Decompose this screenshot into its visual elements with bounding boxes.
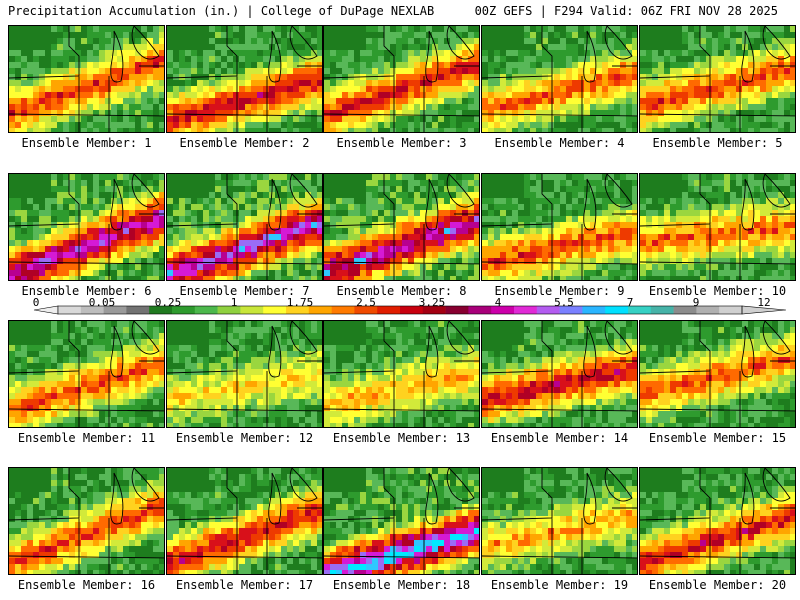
colorbar-tick-label: 1.75: [286, 296, 314, 309]
colorbar-tick-label: 5.5: [554, 296, 574, 309]
member-label: Ensemble Member: 14: [490, 431, 629, 445]
colorbar-tick-label: 1: [230, 296, 238, 309]
colorbar-segment: [377, 306, 401, 314]
colorbar-segment: [673, 306, 697, 314]
member-map: [481, 173, 638, 281]
member-label: Ensemble Member: 17: [175, 578, 314, 592]
member-label: Ensemble Member: 16: [17, 578, 156, 592]
member-map: [481, 320, 638, 428]
colorbar-segment: [491, 306, 515, 314]
colorbar-segment: [172, 306, 196, 314]
member-map: [166, 25, 323, 133]
colorbar-tick-label: 4: [494, 296, 502, 309]
member-label: Ensemble Member: 8: [336, 284, 467, 298]
member-map: [323, 25, 480, 133]
colorbar-segment: [194, 306, 218, 314]
member-map: [166, 173, 323, 281]
member-label: Ensemble Member: 1: [21, 136, 152, 150]
member-map: [8, 467, 165, 575]
colorbar-segment: [445, 306, 469, 314]
member-map: [639, 467, 796, 575]
colorbar-segment: [628, 306, 652, 314]
colorbar-tick-label: 2.5: [356, 296, 376, 309]
colorbar-segment: [149, 306, 173, 314]
member-label: Ensemble Member: 10: [648, 284, 787, 298]
member-map: [639, 320, 796, 428]
colorbar-segment: [217, 306, 241, 314]
member-label: Ensemble Member: 3: [336, 136, 467, 150]
member-label: Ensemble Member: 5: [652, 136, 783, 150]
member-label: Ensemble Member: 4: [494, 136, 625, 150]
colorbar-segment: [331, 306, 355, 314]
colorbar-segment: [582, 306, 606, 314]
member-label: Ensemble Member: 18: [332, 578, 471, 592]
member-map: [323, 467, 480, 575]
member-label: Ensemble Member: 9: [494, 284, 625, 298]
colorbar-segment: [514, 306, 538, 314]
colorbar-tick-label: 7: [626, 296, 634, 309]
colorbar-segment: [559, 306, 583, 314]
colorbar-segment: [308, 306, 332, 314]
member-map: [639, 25, 796, 133]
colorbar-segment: [650, 306, 674, 314]
run-valid-time: 00Z GEFS | F294 Valid: 06Z FRI NOV 28 20…: [474, 4, 778, 18]
colorbar-segment: [696, 306, 720, 314]
colorbar-segment: [126, 306, 150, 314]
member-label: Ensemble Member: 6: [21, 284, 152, 298]
member-map: [8, 320, 165, 428]
member-map: [8, 173, 165, 281]
colorbar-segment: [58, 306, 82, 314]
colorbar-segment: [354, 306, 378, 314]
colorbar-segment: [263, 306, 287, 314]
colorbar-tick-label: 0.05: [88, 296, 116, 309]
member-map: [323, 320, 480, 428]
colorbar-segment: [719, 306, 743, 314]
colorbar-tick-label: 12: [757, 296, 771, 309]
colorbar: [0, 296, 800, 320]
member-label: Ensemble Member: 20: [648, 578, 787, 592]
member-map: [166, 320, 323, 428]
colorbar-segment: [422, 306, 446, 314]
member-map: [323, 173, 480, 281]
colorbar-tick-label: 0: [32, 296, 40, 309]
member-label: Ensemble Member: 7: [179, 284, 310, 298]
colorbar-segment: [400, 306, 424, 314]
colorbar-segment: [468, 306, 492, 314]
colorbar-segment: [80, 306, 104, 314]
member-map: [639, 173, 796, 281]
colorbar-tick-label: 9: [692, 296, 700, 309]
member-label: Ensemble Member: 2: [179, 136, 310, 150]
member-map: [166, 467, 323, 575]
page-title: Precipitation Accumulation (in.) | Colle…: [8, 4, 435, 18]
member-label: Ensemble Member: 12: [175, 431, 314, 445]
member-label: Ensemble Member: 15: [648, 431, 787, 445]
member-map: [8, 25, 165, 133]
colorbar-tick-label: 3.25: [418, 296, 446, 309]
colorbar-segment: [536, 306, 560, 314]
member-label: Ensemble Member: 11: [17, 431, 156, 445]
colorbar-segment: [240, 306, 264, 314]
member-map: [481, 25, 638, 133]
member-label: Ensemble Member: 19: [490, 578, 629, 592]
member-label: Ensemble Member: 13: [332, 431, 471, 445]
colorbar-segment: [103, 306, 127, 314]
colorbar-tick-label: 0.25: [154, 296, 182, 309]
colorbar-segment: [286, 306, 310, 314]
colorbar-segment: [605, 306, 629, 314]
member-map: [481, 467, 638, 575]
